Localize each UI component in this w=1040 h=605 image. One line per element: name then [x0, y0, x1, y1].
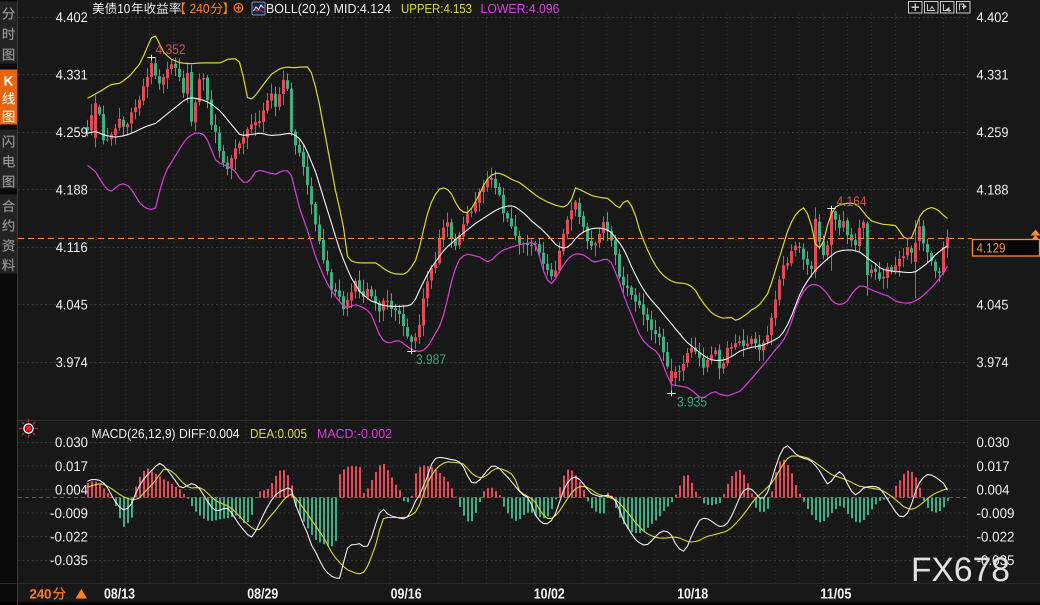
svg-text:4.188: 4.188	[977, 181, 1009, 197]
svg-text:DEA:0.005: DEA:0.005	[250, 426, 307, 441]
svg-text:0.004: 0.004	[977, 481, 1010, 497]
svg-text:-0.009: -0.009	[977, 505, 1015, 521]
svg-text:0.017: 0.017	[977, 458, 1010, 474]
svg-text:MACD:-0.002: MACD:-0.002	[317, 426, 392, 441]
svg-text:4.116: 4.116	[56, 239, 88, 255]
svg-text:4.402: 4.402	[56, 9, 88, 25]
svg-text:FX678: FX678	[911, 551, 1010, 589]
svg-text:4.331: 4.331	[56, 66, 88, 82]
svg-text:BOLL(20,2) MID:4.124: BOLL(20,2) MID:4.124	[266, 1, 391, 16]
svg-text:4.331: 4.331	[977, 66, 1009, 82]
svg-text:4.259: 4.259	[977, 124, 1009, 140]
svg-text:240: 240	[30, 587, 52, 602]
svg-text:10/02: 10/02	[534, 586, 565, 602]
svg-text:3.974: 3.974	[977, 354, 1009, 370]
svg-text:4.259: 4.259	[56, 124, 88, 140]
svg-text:4.045: 4.045	[977, 296, 1009, 312]
svg-text:11/05: 11/05	[820, 586, 851, 602]
svg-text:-0.022: -0.022	[50, 528, 88, 544]
svg-text:10/18: 10/18	[677, 586, 708, 602]
svg-text:08/13: 08/13	[104, 586, 135, 602]
svg-text:0.017: 0.017	[55, 458, 88, 474]
svg-text:-0.009: -0.009	[50, 505, 88, 521]
svg-text:4.129: 4.129	[977, 240, 1006, 255]
svg-text:MACD(26,12,9) DIFF:0.004: MACD(26,12,9) DIFF:0.004	[92, 426, 240, 441]
svg-text:K: K	[4, 74, 14, 89]
svg-text:-0.022: -0.022	[977, 528, 1015, 544]
svg-text:0.030: 0.030	[55, 434, 88, 450]
svg-text:-0.035: -0.035	[977, 552, 1015, 568]
svg-text:4.164: 4.164	[837, 193, 867, 209]
svg-text:3.974: 3.974	[56, 354, 88, 370]
svg-text:4.045: 4.045	[56, 296, 88, 312]
svg-text:UPPER:4.153: UPPER:4.153	[401, 1, 472, 16]
svg-text:08/29: 08/29	[247, 586, 278, 602]
svg-text:240: 240	[190, 1, 210, 16]
svg-text:3.987: 3.987	[416, 351, 446, 367]
svg-text:LOWER:4.096: LOWER:4.096	[481, 1, 560, 16]
svg-text:10: 10	[117, 1, 130, 16]
svg-text:-0.035: -0.035	[50, 552, 88, 568]
svg-text:09/16: 09/16	[391, 586, 422, 602]
svg-text:3.935: 3.935	[677, 394, 707, 410]
svg-text:4.402: 4.402	[977, 9, 1009, 25]
svg-text:0.004: 0.004	[55, 481, 88, 497]
svg-text:4.188: 4.188	[56, 181, 88, 197]
svg-text:0.030: 0.030	[977, 434, 1010, 450]
svg-text:4.352: 4.352	[156, 41, 186, 57]
